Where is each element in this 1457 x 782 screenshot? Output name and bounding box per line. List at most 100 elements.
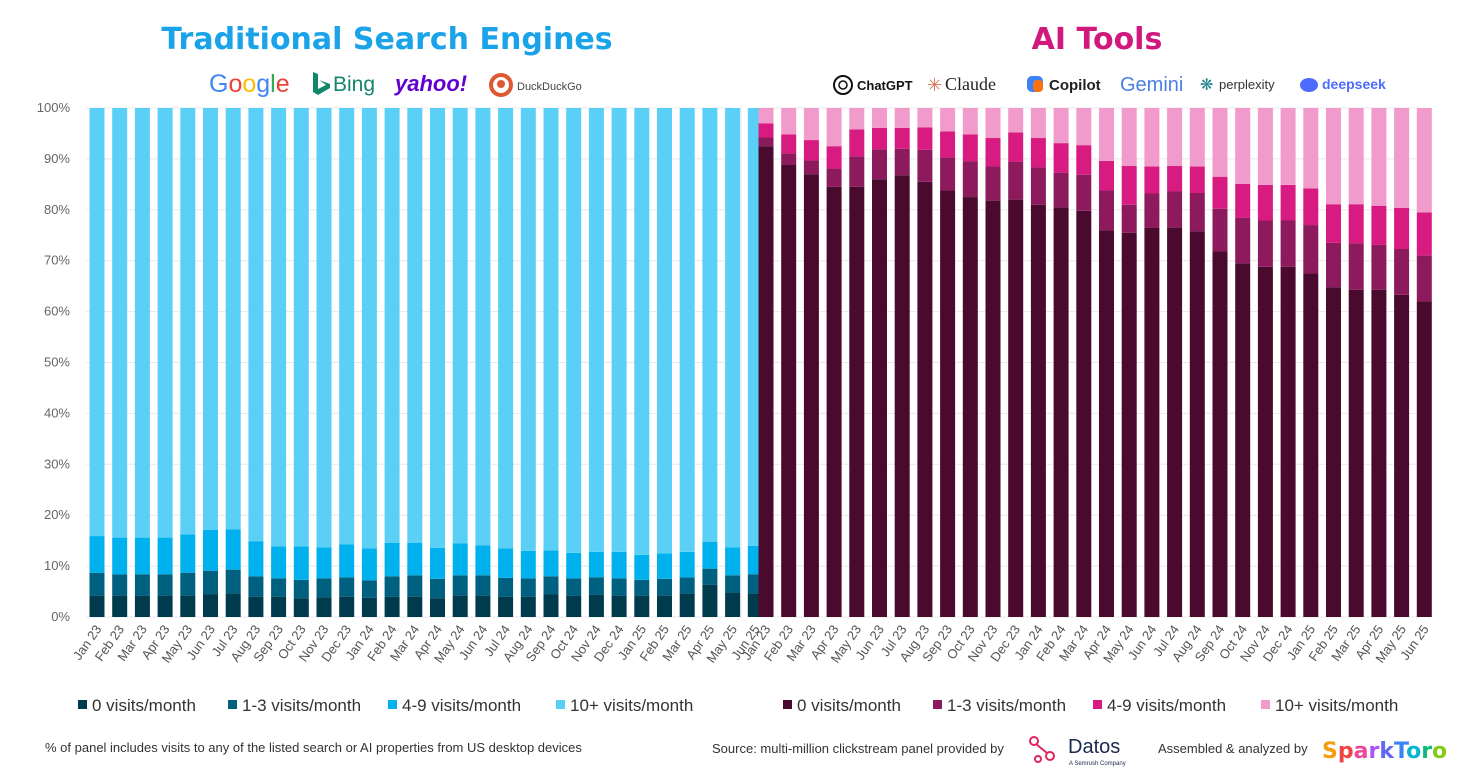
legend-label: 1-3 visits/month [242,696,361,715]
bar-segment [1371,205,1387,245]
bar-segment [271,596,287,617]
duckduckgo-logo: DuckDuckGo [489,73,582,97]
bar-segment [1235,108,1251,184]
bar-segment [781,108,797,135]
search-y-axis: 0% 10% 20% 30% 40% 50% 60% 70% 80% 90% 100% [37,100,71,624]
svg-text:Bing: Bing [333,73,375,96]
bar-segment [271,546,287,579]
bar-segment [758,123,774,138]
bar-segment [1235,263,1251,617]
bar-segment [634,595,650,617]
bar-segment [225,108,241,530]
bar-segment [679,593,695,617]
bar-segment [1099,108,1114,161]
perplexity-logo: ❋ perplexity [1200,75,1275,94]
bar-segment [758,137,774,147]
bar-segment [520,596,536,617]
bar-segment [1099,160,1114,191]
bar-segment [1121,166,1137,205]
bar-segment [1076,174,1092,211]
bar-segment [962,134,978,162]
legend-swatch [388,700,397,709]
bar-segment [203,108,218,530]
bar-segment [725,547,741,576]
bar-segment [520,550,536,579]
bar-segment [1303,225,1319,274]
bar-segment [826,146,842,169]
bar-segment [1121,108,1137,167]
search-legend: 0 visits/month 1-3 visits/month 4-9 visits… [78,696,693,715]
bar-segment [1144,193,1160,228]
bar-segment [1235,183,1251,218]
bar-segment [826,108,842,147]
bar-segment [940,157,956,191]
bar-segment [339,544,355,578]
bar-segment [407,596,423,617]
bar-segment [316,578,332,598]
bar-segment [543,550,559,577]
bar-segment [962,161,978,198]
bar-segment [803,140,819,161]
bar-segment [293,598,309,617]
bar-segment [894,148,910,176]
bar-segment [657,108,672,554]
bar-segment [702,568,718,585]
bar-segment [225,569,241,594]
bar-segment [384,596,400,617]
bar-segment [520,108,536,551]
bar-segment [89,536,105,573]
bar-segment [271,108,287,547]
bar-segment [1144,166,1160,194]
bar-segment [1416,212,1432,256]
bar-segment [157,595,173,617]
y-tick-label: 90% [44,151,70,166]
bar-segment [917,127,933,150]
gemini-logo: Gemini [1120,74,1183,96]
bar-segment [1371,244,1387,290]
svg-text:Datos: Datos [1068,736,1120,758]
y-tick-label: 60% [44,304,70,319]
bar-segment [566,595,582,617]
bar-segment [203,570,218,595]
y-tick-label: 50% [44,355,70,370]
bar-segment [180,108,196,535]
bar-segment [1371,289,1387,617]
bar-segment [940,108,956,132]
bar-segment [1257,184,1273,221]
bar-segment [1030,167,1046,205]
bar-segment [1121,232,1137,617]
bar-segment [917,108,933,128]
bar-segment [361,580,377,598]
bar-segment [803,108,819,141]
bar-segment [588,551,604,578]
chatgpt-logo: ChatGPT [833,75,913,95]
bar-segment [679,577,695,594]
bar-segment [361,108,377,549]
bar-segment [475,575,491,596]
bar-segment [1348,289,1364,617]
bar-segment [134,108,150,538]
bar-segment [725,108,741,548]
bar-segment [1008,108,1024,133]
bar-segment [1008,161,1024,200]
bar-segment [112,108,128,538]
bar-segment [1189,166,1205,194]
search-logos: Google Bing yahoo! DuckDuckGo [209,70,582,98]
bar-segment [1235,217,1251,264]
bar-segment [1394,248,1410,295]
bar-segment [293,108,309,547]
bar-segment [89,572,105,596]
bar-segment [611,578,627,596]
bar-segment [1008,132,1024,162]
legend-label: 10+ visits/month [570,696,693,715]
legend-label: 4-9 visits/month [402,696,521,715]
bar-segment [1099,230,1114,617]
bar-segment [872,108,887,128]
bar-segment [702,108,718,542]
bar-segment [475,595,491,617]
ai-logos: ChatGPT ✳ Claude Copilot Gemini ❋ perple… [833,74,1386,96]
legend-swatch [783,700,792,709]
bar-segment [588,594,604,617]
